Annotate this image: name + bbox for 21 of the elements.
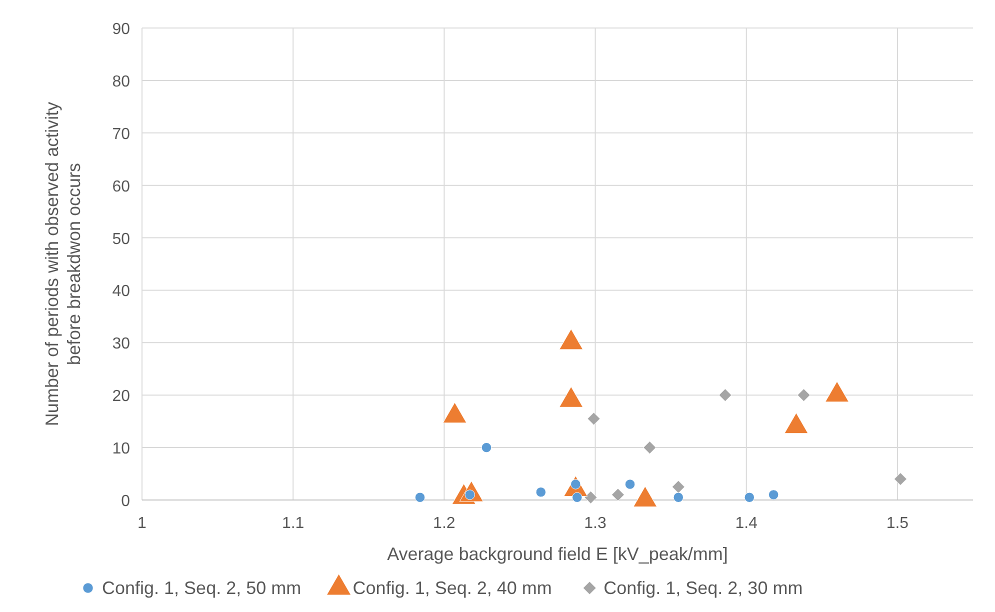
x-tick-label: 1.5	[886, 515, 909, 532]
legend-label: Config. 1, Seq. 2, 50 mm	[102, 578, 302, 598]
legend-label: Config. 1, Seq. 2, 30 mm	[604, 578, 803, 598]
x-tick-label: 1	[138, 515, 147, 532]
y-tick-label: 80	[112, 73, 130, 90]
y-axis-title: Number of periods with observed activity before breakdwon occurs	[42, 102, 84, 426]
x-tick-label: 1.2	[433, 515, 456, 532]
x-tick-label: 1.1	[282, 515, 304, 532]
y-tick-label: 50	[112, 230, 130, 248]
y-tick-label: 40	[112, 283, 130, 300]
x-axis-title: Average background field E [kV_peak/mm]	[387, 544, 728, 564]
y-tick-label: 20	[112, 388, 130, 406]
y-tick-label: 90	[112, 21, 130, 38]
x-tick-label: 1.4	[735, 515, 758, 532]
legend-label: Config. 1, Seq. 2, 40 mm	[352, 578, 552, 598]
y-tick-label: 0	[121, 493, 130, 510]
y-tick-label: 30	[112, 336, 130, 353]
y-tick-label: 70	[112, 126, 130, 143]
y-tick-label: 60	[112, 178, 130, 196]
y-tick-label: 10	[112, 440, 130, 458]
x-tick-label: 1.3	[584, 515, 606, 532]
